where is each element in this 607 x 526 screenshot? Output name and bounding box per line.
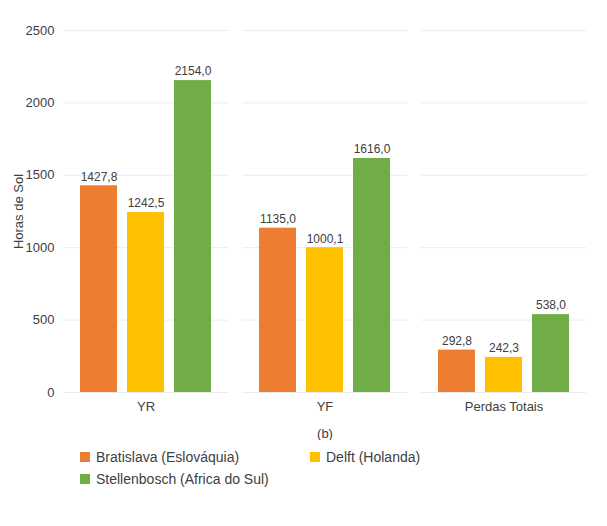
svg-text:1000: 1000 bbox=[26, 240, 55, 255]
html-text:Delft (Holanda): Delft (Holanda) bbox=[326, 449, 421, 465]
svg-text:Perdas Totais: Perdas Totais bbox=[465, 399, 544, 414]
svg-text:1427,8: 1427,8 bbox=[81, 170, 118, 184]
svg-text:292,8: 292,8 bbox=[442, 334, 472, 348]
svg-text:YR: YR bbox=[137, 399, 155, 414]
svg-text:2154,0: 2154,0 bbox=[175, 64, 212, 78]
svg-text:1135,0: 1135,0 bbox=[260, 212, 296, 226]
svg-text:1616,0: 1616,0 bbox=[354, 142, 391, 156]
svg-text:2500: 2500 bbox=[26, 23, 55, 38]
svg-text:Horas de Sol: Horas de Sol bbox=[11, 174, 26, 249]
svg-text:2000: 2000 bbox=[26, 95, 55, 110]
svg-text:538,0: 538,0 bbox=[536, 298, 566, 312]
html-text:Stellenbosch (Africa do Sul): Stellenbosch (Africa do Sul) bbox=[96, 471, 269, 487]
svg-text:(b): (b) bbox=[317, 426, 333, 441]
html-text:Bratislava (Eslováquia): Bratislava (Eslováquia) bbox=[96, 449, 240, 465]
svg-text:1242,5: 1242,5 bbox=[128, 196, 165, 210]
svg-text:1500: 1500 bbox=[26, 167, 55, 182]
svg-text:1000,1: 1000,1 bbox=[307, 232, 344, 246]
svg-text:0: 0 bbox=[47, 385, 54, 400]
svg-text:YF: YF bbox=[317, 399, 334, 414]
svg-text:242,3: 242,3 bbox=[489, 341, 519, 355]
svg-text:500: 500 bbox=[33, 312, 55, 327]
